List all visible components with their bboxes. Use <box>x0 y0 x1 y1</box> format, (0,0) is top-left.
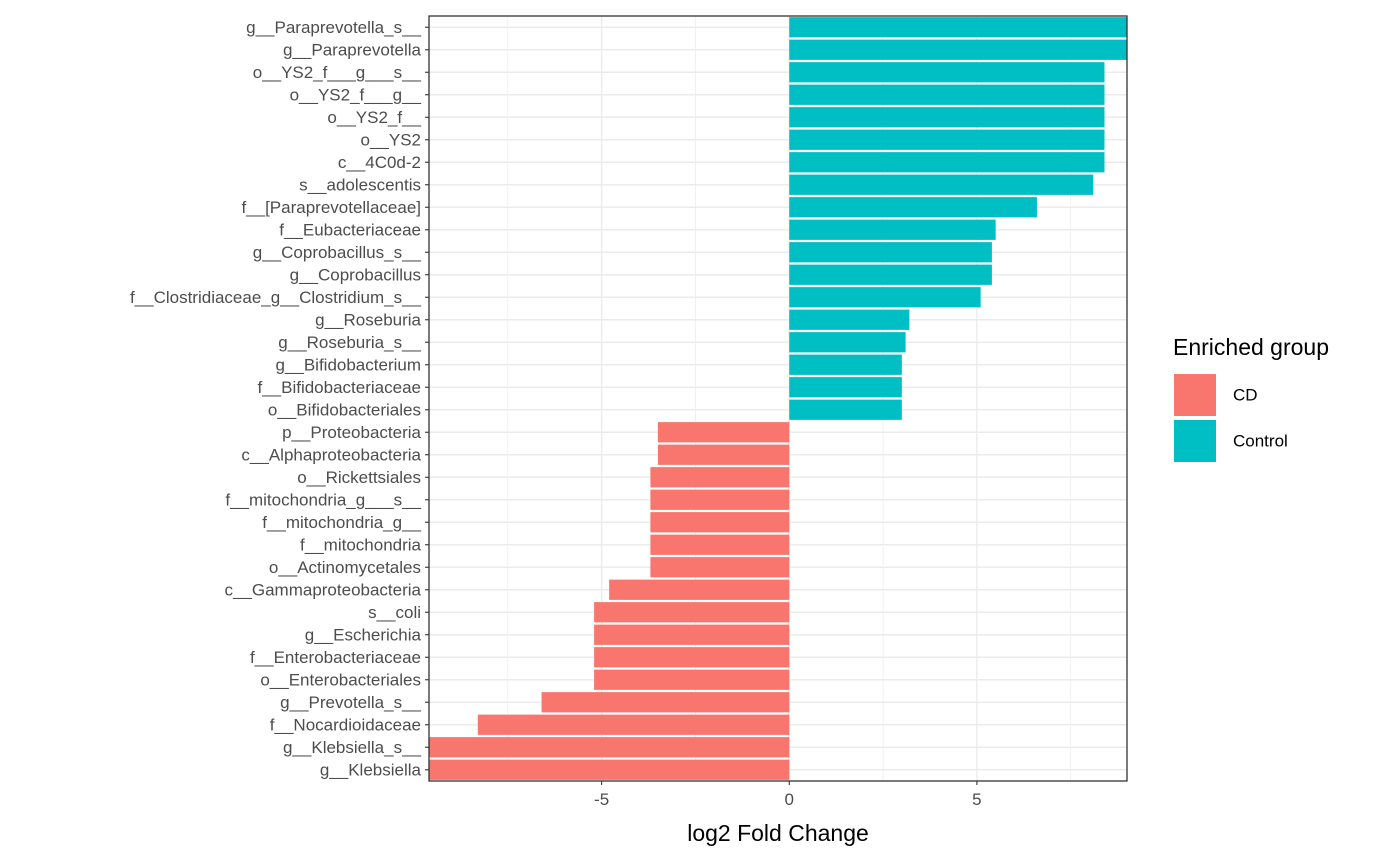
y-tick-label: g__Roseburia_s__ <box>278 333 421 352</box>
bar <box>789 152 1105 173</box>
y-tick-label: s__coli <box>368 603 421 622</box>
y-tick-label: f__mitochondria_g___s__ <box>225 490 421 509</box>
bar <box>650 512 790 533</box>
bar <box>789 17 1127 38</box>
y-tick-label: o__Enterobacteriales <box>260 670 421 689</box>
bar <box>477 714 790 735</box>
y-tick-label: o__YS2_f___g__ <box>290 85 422 104</box>
bar <box>650 467 790 488</box>
bars <box>429 17 1127 780</box>
legend: Enriched group CD Control <box>1173 334 1329 462</box>
bar <box>789 84 1105 105</box>
legend-title: Enriched group <box>1173 334 1329 360</box>
bar <box>789 377 902 398</box>
y-tick-label: g__Klebsiella_s__ <box>283 738 422 757</box>
y-tick-label: f__[Paraprevotellaceae] <box>241 198 421 217</box>
bar <box>594 669 790 690</box>
bar <box>789 107 1105 128</box>
y-tick-label: f__mitochondria_g__ <box>262 513 421 532</box>
bar <box>789 399 902 420</box>
bar <box>429 737 790 758</box>
bar <box>541 692 790 713</box>
x-axis: -5 0 5 <box>594 781 982 809</box>
bar <box>789 354 902 375</box>
bar <box>650 534 790 555</box>
y-tick-label: o__Rickettsiales <box>297 468 421 487</box>
x-axis-label: log2 Fold Change <box>687 820 869 846</box>
x-tick-label: 0 <box>785 790 794 809</box>
y-tick-label: o__Bifidobacteriales <box>268 400 421 419</box>
bar <box>789 332 906 353</box>
legend-label: Control <box>1233 432 1288 451</box>
legend-items: CD Control <box>1174 374 1288 462</box>
y-tick-label: c__Alphaproteobacteria <box>241 445 421 464</box>
y-tick-label: s__adolescentis <box>299 175 421 194</box>
y-tick-label: o__YS2 <box>361 130 422 149</box>
bar <box>789 309 910 330</box>
y-tick-label: g__Prevotella_s__ <box>280 693 421 712</box>
y-tick-label: o__Actinomycetales <box>269 558 421 577</box>
y-tick-label: g__Paraprevotella <box>283 40 422 59</box>
y-tick-label: f__Clostridiaceae_g__Clostridium_s__ <box>130 288 422 307</box>
bar <box>789 39 1127 60</box>
bar <box>789 174 1094 195</box>
y-tick-label: c__Gammaproteobacteria <box>224 580 421 599</box>
y-tick-label: g__Klebsiella <box>320 760 422 779</box>
bar <box>789 264 992 285</box>
bar <box>657 422 790 443</box>
bar <box>650 489 790 510</box>
y-tick-label: f__Enterobacteriaceae <box>250 648 421 667</box>
bar <box>789 219 996 240</box>
bar <box>789 62 1105 83</box>
y-tick-label: o__YS2_f__ <box>327 108 421 127</box>
panel-border <box>428 15 1128 782</box>
bar <box>594 647 790 668</box>
y-tick-label: f__Bifidobacteriaceae <box>257 378 421 397</box>
bar <box>650 557 790 578</box>
bar <box>789 287 981 308</box>
y-tick-label: g__Coprobacillus <box>290 265 421 284</box>
y-tick-label: g__Roseburia <box>315 310 421 329</box>
legend-key <box>1174 374 1216 416</box>
bar <box>789 129 1105 150</box>
y-tick-label: g__Paraprevotella_s__ <box>246 18 421 37</box>
y-tick-label: c__4C0d-2 <box>338 153 421 172</box>
y-tick-label: f__Eubacteriaceae <box>279 220 421 239</box>
legend-key <box>1174 420 1216 462</box>
y-axis: g__Paraprevotella_s__ g__Paraprevotella o_… <box>130 18 429 779</box>
y-tick-label: p__Proteobacteria <box>282 423 421 442</box>
x-tick-label: 5 <box>972 790 981 809</box>
bar <box>609 579 790 600</box>
y-tick-label: o__YS2_f___g___s__ <box>253 63 422 82</box>
bar <box>429 759 790 780</box>
bar <box>657 444 790 465</box>
x-tick-label: -5 <box>594 790 609 809</box>
y-tick-label: g__Bifidobacterium <box>275 355 421 374</box>
y-tick-label: g__Coprobacillus_s__ <box>253 243 422 262</box>
bar <box>789 197 1037 218</box>
y-tick-label: f__Nocardioidaceae <box>270 715 421 734</box>
y-tick-label: f__mitochondria <box>300 535 422 554</box>
legend-label: CD <box>1233 386 1258 405</box>
bar <box>594 602 790 623</box>
bar <box>594 624 790 645</box>
bar <box>789 242 992 263</box>
y-tick-label: g__Escherichia <box>305 625 422 644</box>
